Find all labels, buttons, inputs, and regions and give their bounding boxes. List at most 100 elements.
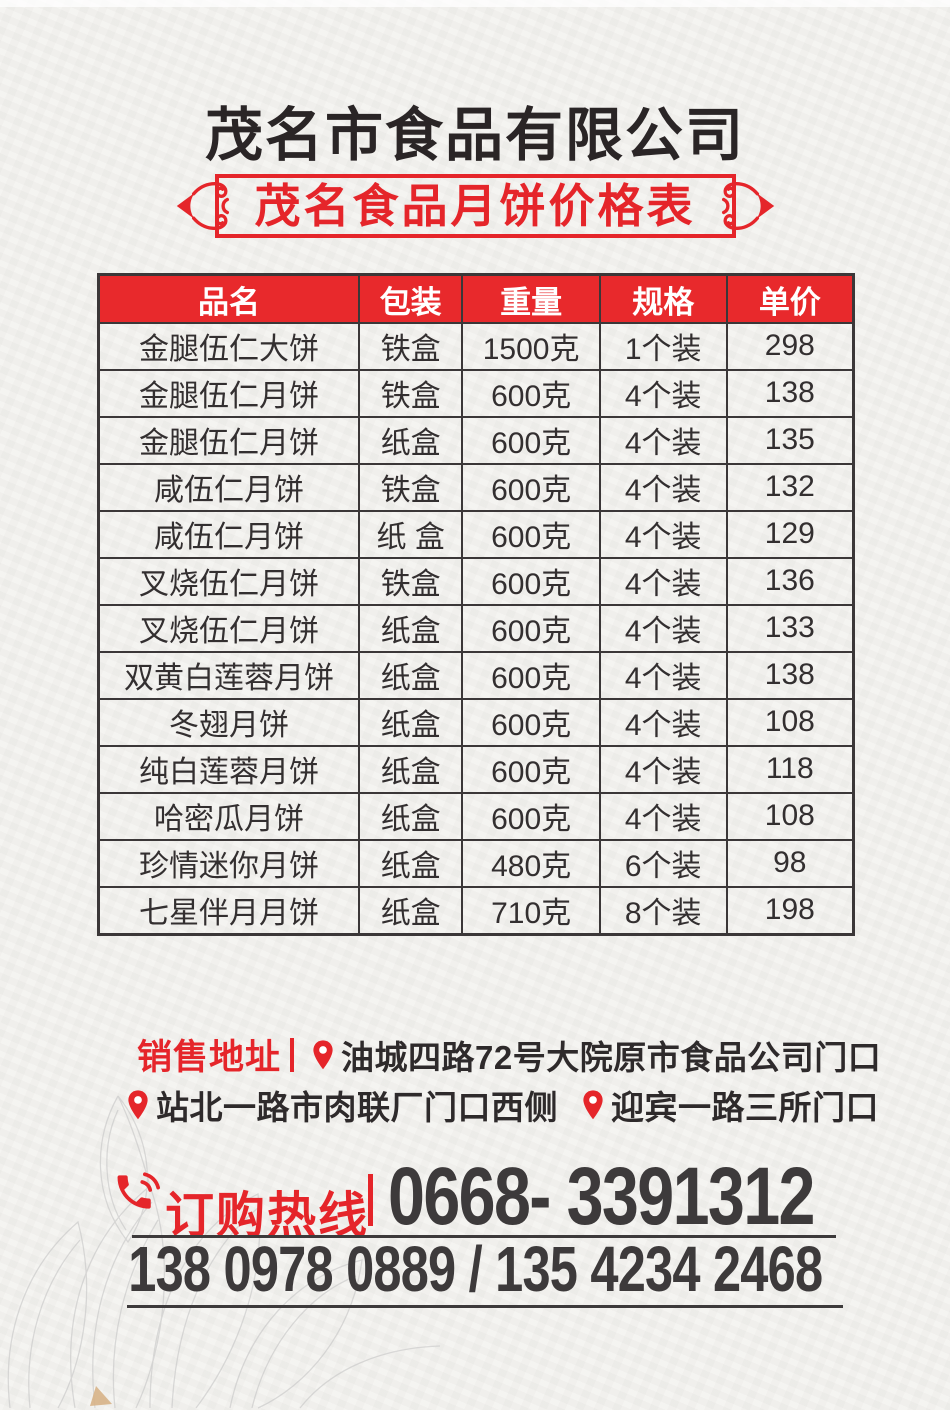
table-cell: 铁盒 (357, 322, 464, 371)
hotline-phone-mobile: 138 0978 0889 / 135 4234 2468 (127, 1233, 823, 1305)
table-cell: 4个装 (598, 744, 728, 794)
table-cell: 136 (725, 556, 855, 606)
address-label: 销售地址 (137, 1038, 282, 1077)
table-cell: 198 (725, 885, 855, 936)
column-header: 品名 (97, 273, 360, 324)
hotline-label: 订购热线 (165, 1189, 370, 1243)
table-cell: 4个装 (598, 368, 728, 418)
table-cell: 138 (725, 650, 855, 700)
hotline-divider (368, 1174, 373, 1226)
hotline-phone-main: 0668- 3391312 (388, 1151, 815, 1242)
price-table: 品名 包装 重量 规格 单价 金腿伍仁大饼 铁盒 1500克 1个装 298 金腿伍仁月饼 铁盒 60… (97, 273, 855, 936)
table-cell: 600克 (461, 744, 601, 794)
table-cell: 1500克 (461, 322, 601, 371)
table-row: 金腿伍仁大饼 铁盒 1500克 1个装 298 (97, 322, 855, 371)
table-cell: 6个装 (598, 838, 728, 888)
table-cell: 纸盒 (357, 744, 464, 794)
table-cell: 叉烧伍仁月饼 (97, 603, 360, 653)
table-cell: 铁盒 (357, 462, 464, 512)
table-cell: 纯白莲蓉月饼 (97, 744, 360, 794)
table-row: 金腿伍仁月饼 纸盒 600克 4个装 135 (97, 415, 855, 465)
table-cell: 纸盒 (357, 415, 464, 465)
hotline-phone-mobile-row: 138 0978 0889 / 135 4234 2468 (0, 1237, 950, 1301)
table-cell: 纸 盒 (357, 509, 464, 559)
table-cell: 纸盒 (357, 603, 464, 653)
table-cell: 4个装 (598, 415, 728, 465)
table-cell: 4个装 (598, 697, 728, 747)
address-divider (290, 1037, 295, 1072)
table-row: 珍情迷你月饼 纸盒 480克 6个装 98 (97, 838, 855, 888)
table-cell: 纸盒 (357, 885, 464, 936)
table-cell: 8个装 (598, 885, 728, 936)
divider-rule (132, 1235, 836, 1238)
table-row: 哈密瓜月饼 纸盒 600克 4个装 108 (97, 791, 855, 841)
address-text-2: 站北一路市肉联厂门口西侧 (156, 1089, 558, 1126)
table-cell: 600克 (461, 791, 601, 841)
banner-box: 茂名食品月饼价格表 (214, 174, 736, 238)
address-text-3: 迎宾一路三所门口 (611, 1089, 879, 1126)
table-cell: 600克 (461, 509, 601, 559)
table-cell: 金腿伍仁月饼 (97, 368, 360, 418)
table-cell: 298 (725, 322, 855, 371)
column-header: 重量 (461, 273, 601, 324)
table-cell: 纸盒 (357, 838, 464, 888)
table-row: 冬翅月饼 纸盒 600克 4个装 108 (97, 697, 855, 747)
table-cell: 108 (725, 791, 855, 841)
table-cell: 138 (725, 368, 855, 418)
table-row: 叉烧伍仁月饼 纸盒 600克 4个装 133 (97, 603, 855, 653)
scroll-ornament-right-icon (721, 182, 774, 230)
table-cell: 600克 (461, 368, 601, 418)
table-cell: 4个装 (598, 650, 728, 700)
table-row: 咸伍仁月饼纸 盒 600克 4个装 129 (97, 509, 855, 559)
table-cell: 600克 (461, 697, 601, 747)
table-cell: 129 (725, 509, 855, 559)
price-table-head: 品名 包装 重量 规格 单价 (97, 273, 855, 324)
table-row: 纯白莲蓉月饼 纸盒 600克 4个装 118 (97, 744, 855, 794)
table-cell: 4个装 (598, 462, 728, 512)
company-title: 茂名市食品有限公司 (204, 103, 745, 168)
table-cell: 哈密瓜月饼 (97, 791, 360, 841)
phone-handset-icon (117, 1172, 160, 1209)
table-cell: 4个装 (598, 509, 728, 559)
table-cell: 咸伍仁月饼 (97, 462, 360, 512)
table-cell: 珍情迷你月饼 (97, 838, 360, 888)
banner-title: 茂名食品月饼价格表 (254, 180, 696, 232)
table-cell: 600克 (461, 462, 601, 512)
table-cell: 纸盒 (357, 697, 464, 747)
column-header: 单价 (725, 273, 855, 324)
header-row: 品名 包装 重量 规格 单价 (97, 273, 855, 324)
table-cell: 4个装 (598, 556, 728, 606)
column-header: 规格 (598, 273, 728, 324)
table-cell: 七星伴月月饼 (97, 885, 360, 936)
table-cell: 132 (725, 462, 855, 512)
table-cell: 铁盒 (357, 368, 464, 418)
address-line-1: 销售地址 油城四路72号大院原市食品公司门口 (137, 1029, 881, 1080)
table-cell: 金腿伍仁月饼 (97, 415, 360, 465)
table-cell: 咸伍仁月饼 (97, 509, 360, 559)
table-row: 金腿伍仁月饼 铁盒 600克 4个装 138 (97, 368, 855, 418)
table-cell: 冬翅月饼 (97, 697, 360, 747)
table-row: 双黄白莲蓉月饼 纸盒 600克 4个装 138 (97, 650, 855, 700)
location-pin-icon (313, 1039, 333, 1069)
table-cell: 600克 (461, 556, 601, 606)
divider-rule (127, 1305, 843, 1308)
table-row: 咸伍仁月饼 铁盒 600克 4个装 132 (97, 462, 855, 512)
table-cell: 600克 (461, 603, 601, 653)
table-cell: 98 (725, 838, 855, 888)
table-cell: 双黄白莲蓉月饼 (97, 650, 360, 700)
table-cell: 135 (725, 415, 855, 465)
address-line-2: 站北一路市肉联厂门口西侧 迎宾一路三所门口 (127, 1081, 879, 1129)
table-cell: 4个装 (598, 791, 728, 841)
table-row: 七星伴月月饼 纸盒 710克 8个装 198 (97, 885, 855, 936)
table-cell: 金腿伍仁大饼 (97, 322, 360, 371)
table-cell: 叉烧伍仁月饼 (97, 556, 360, 606)
table-row: 叉烧伍仁月饼 铁盒 600克 4个装 136 (97, 556, 855, 606)
table-cell: 480克 (461, 838, 601, 888)
table-cell: 133 (725, 603, 855, 653)
table-cell: 4个装 (598, 603, 728, 653)
location-pin-icon (583, 1090, 603, 1120)
table-cell: 108 (725, 697, 855, 747)
table-cell: 纸盒 (357, 791, 464, 841)
table-cell: 710克 (461, 885, 601, 936)
location-pin-icon (128, 1090, 148, 1120)
